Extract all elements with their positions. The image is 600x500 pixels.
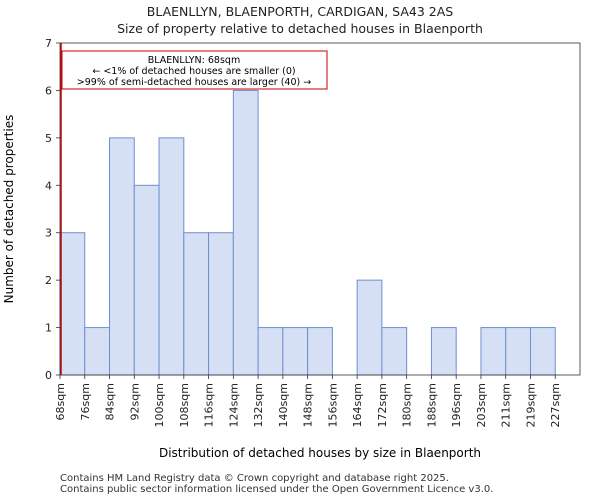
x-tick-label-227sqm: 227sqm [549, 383, 562, 427]
y-tick-label: 3 [45, 227, 52, 240]
y-tick-label: 7 [45, 37, 52, 50]
x-tick-label-100sqm: 100sqm [153, 383, 166, 427]
y-tick-label: 1 [45, 322, 52, 335]
plot-frame [59, 42, 581, 376]
chart-subtitle: Size of property relative to detached ho… [117, 21, 483, 36]
bar-132sqm [257, 327, 284, 376]
y-tick-label: 4 [45, 179, 52, 192]
x-tick-label-132sqm: 132sqm [252, 383, 265, 427]
x-tick-label-76sqm: 76sqm [79, 383, 92, 420]
y-axis-label: Number of detached properties [2, 115, 16, 304]
bars-group [59, 89, 556, 376]
bar-140sqm [282, 327, 309, 376]
x-tick-label-92sqm: 92sqm [128, 383, 141, 420]
x-tick-label-164sqm: 164sqm [351, 383, 364, 427]
x-ticks-group: 68sqm 76sqm 84sqm 92sqm 100sqm 108sqm 116sqm 12… [54, 375, 562, 427]
x-tick-label-211sqm: 211sqm [500, 383, 513, 427]
x-tick-label-203sqm: 203sqm [475, 383, 488, 427]
bar-76sqm [84, 327, 111, 376]
chart-title: BLAENLLYN, BLAENPORTH, CARDIGAN, SA43 2A… [146, 4, 454, 19]
x-tick-label-124sqm: 124sqm [227, 383, 240, 427]
x-tick-label-116sqm: 116sqm [203, 383, 216, 427]
bar-84sqm [109, 137, 135, 376]
axes-group [59, 42, 581, 376]
footer-line-1: Contains HM Land Registry data © Crown c… [60, 473, 449, 484]
y-ticks-group: 0 1 2 3 4 5 6 7 [45, 37, 60, 382]
annotation-line-1: BLAENLLYN: 68sqm [148, 55, 240, 66]
bar-211sqm [505, 327, 531, 376]
bar-219sqm [529, 327, 556, 376]
bar-172sqm [381, 327, 408, 376]
footer-line-2: Contains public sector information licen… [60, 484, 494, 495]
x-tick-label-148sqm: 148sqm [302, 383, 315, 427]
annotation-box [61, 50, 328, 90]
x-axis-label: Distribution of detached houses by size … [159, 446, 481, 460]
y-tick-label: 2 [45, 274, 52, 287]
x-tick-label-188sqm: 188sqm [425, 383, 438, 427]
x-tick-label-196sqm: 196sqm [450, 383, 463, 427]
bar-164sqm [356, 279, 383, 376]
x-tick-label-68sqm: 68sqm [54, 383, 67, 420]
annotation-line-2: ← <1% of detached houses are smaller (0) [92, 66, 295, 77]
y-tick-label: 5 [45, 132, 52, 145]
bar-124sqm [232, 89, 259, 376]
x-tick-label-156sqm: 156sqm [326, 383, 339, 427]
marker-annotation: BLAENLLYN: 68sqm ← <1% of detached house… [61, 50, 328, 90]
bar-148sqm [307, 327, 333, 376]
annotation-line-3: >99% of semi-detached houses are larger … [77, 77, 311, 88]
x-tick-label-180sqm: 180sqm [401, 383, 414, 427]
x-tick-label-140sqm: 140sqm [277, 383, 290, 427]
bar-116sqm [208, 232, 234, 376]
y-tick-label: 6 [45, 84, 52, 97]
histogram-chart: 0 1 2 3 4 5 6 7 68sqm 76sqm 84sqm 92sqm 100sqm 108sq… [2, 37, 581, 460]
bar-108sqm [183, 232, 210, 376]
bar-68sqm [59, 232, 86, 376]
bar-100sqm [158, 137, 185, 376]
y-tick-label: 0 [45, 369, 52, 382]
x-tick-label-84sqm: 84sqm [104, 383, 117, 420]
bar-92sqm [133, 184, 160, 376]
x-tick-label-172sqm: 172sqm [376, 383, 389, 427]
bar-188sqm [430, 327, 457, 376]
bar-203sqm [480, 327, 507, 376]
x-tick-label-108sqm: 108sqm [178, 383, 191, 427]
x-tick-label-219sqm: 219sqm [524, 383, 537, 427]
